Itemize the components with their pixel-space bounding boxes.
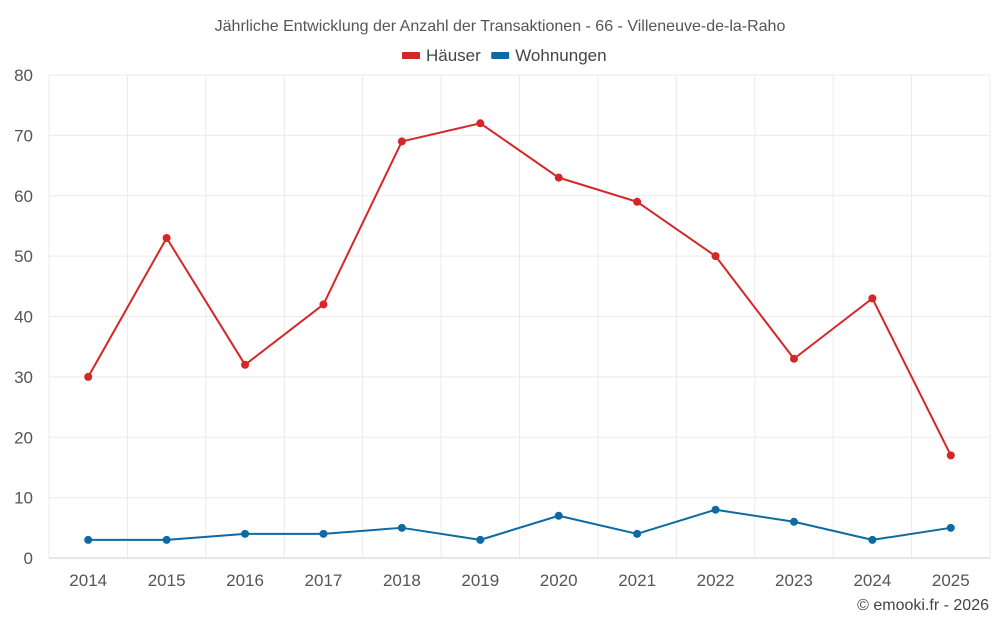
y-tick-label: 60 — [14, 187, 33, 206]
x-axis: 2014 2015 2016 2017 2018 2019 2020 2021 2022 2023… — [49, 557, 990, 590]
data-point[interactable] — [476, 119, 485, 128]
x-tick-label: 2016 — [226, 571, 264, 590]
data-point[interactable] — [633, 197, 642, 206]
x-tick-label: 2023 — [775, 571, 813, 590]
series-0 — [84, 119, 955, 460]
data-point[interactable] — [789, 517, 798, 526]
y-tick-label: 10 — [14, 489, 33, 508]
y-tick-label: 20 — [14, 428, 33, 447]
x-tick-label: 2020 — [540, 571, 578, 590]
data-point[interactable] — [946, 451, 955, 460]
y-tick-label: 40 — [14, 308, 33, 327]
y-tick-label: 0 — [24, 549, 33, 568]
legend-swatch — [491, 52, 510, 59]
y-tick-label: 70 — [14, 126, 33, 145]
x-tick-label: 2019 — [461, 571, 499, 590]
data-point[interactable] — [868, 294, 877, 303]
data-point[interactable] — [319, 300, 328, 309]
data-point[interactable] — [946, 523, 955, 532]
legend-label: Wohnungen — [515, 46, 606, 65]
data-point[interactable] — [789, 354, 798, 363]
data-point[interactable] — [554, 511, 563, 520]
x-tick-label: 2022 — [697, 571, 735, 590]
data-point[interactable] — [397, 137, 406, 146]
x-tick-label: 2025 — [932, 571, 970, 590]
chart-title: Jährliche Entwicklung der Anzahl der Tra… — [215, 18, 786, 35]
data-point[interactable] — [241, 360, 250, 369]
x-tick-label: 2014 — [69, 571, 107, 590]
y-tick-label: 50 — [14, 247, 33, 266]
x-tick-label: 2024 — [853, 571, 891, 590]
y-tick-label: 30 — [14, 368, 33, 387]
legend-item[interactable]: Wohnungen — [491, 46, 607, 65]
data-point[interactable] — [84, 372, 93, 381]
data-point[interactable] — [162, 234, 171, 243]
data-point[interactable] — [162, 535, 171, 544]
credit-text: © emooki.fr - 2026 — [857, 597, 989, 614]
x-tick-label: 2018 — [383, 571, 421, 590]
data-point[interactable] — [633, 529, 642, 538]
data-point[interactable] — [476, 535, 485, 544]
data-point[interactable] — [397, 523, 406, 532]
y-axis: 0 10 20 30 40 50 60 70 80 — [14, 66, 33, 568]
series-line — [88, 508, 951, 541]
data-point[interactable] — [711, 505, 720, 514]
data-point[interactable] — [241, 529, 250, 538]
x-tick-label: 2017 — [305, 571, 343, 590]
x-tick-label: 2021 — [618, 571, 656, 590]
data-point[interactable] — [319, 529, 328, 538]
x-tick-label: 2015 — [148, 571, 186, 590]
legend-item[interactable]: Häuser — [402, 46, 481, 65]
series-group — [84, 119, 955, 544]
data-point[interactable] — [84, 535, 93, 544]
data-point[interactable] — [868, 535, 877, 544]
y-tick-label: 80 — [14, 66, 33, 85]
legend-label: Häuser — [426, 46, 481, 65]
series-line — [87, 122, 952, 456]
data-point[interactable] — [711, 252, 720, 261]
legend: Häuser Wohnungen — [402, 46, 607, 65]
data-point[interactable] — [554, 173, 563, 182]
legend-swatch — [402, 52, 420, 59]
grid — [48, 74, 991, 559]
series-1 — [84, 505, 955, 544]
